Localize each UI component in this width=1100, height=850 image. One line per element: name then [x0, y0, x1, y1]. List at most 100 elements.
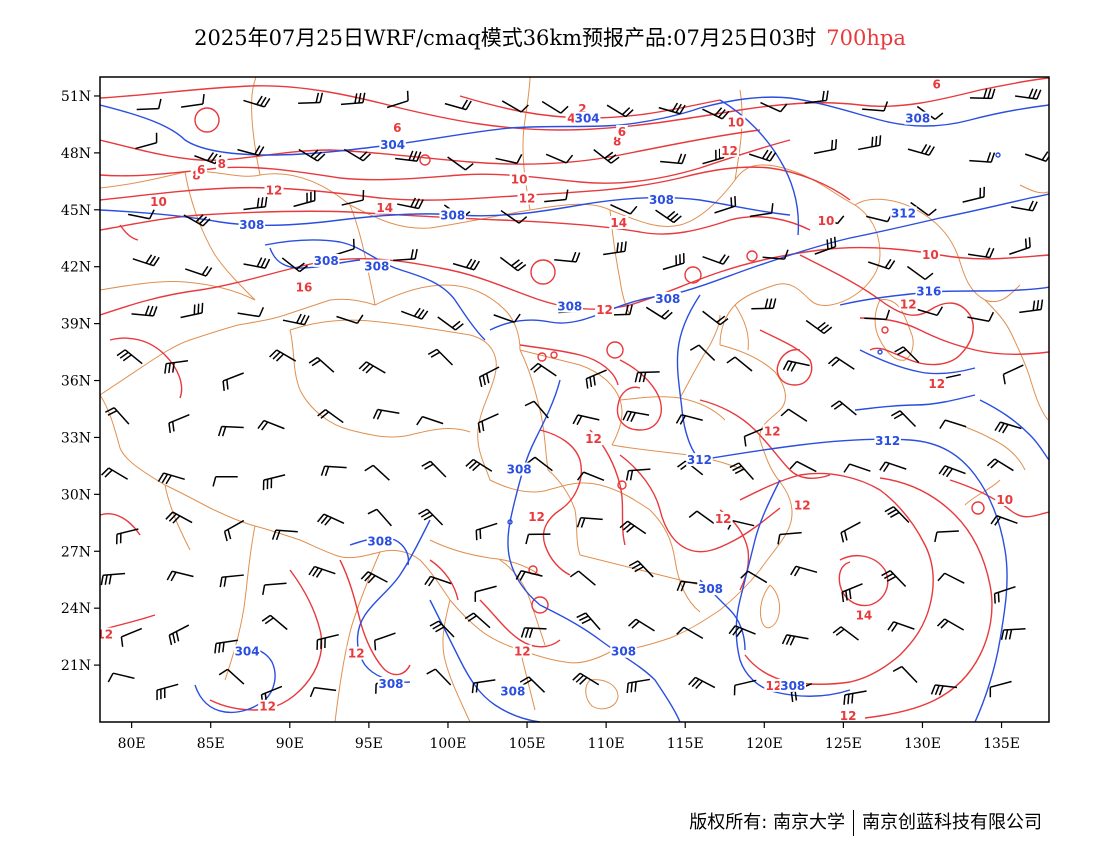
- wind-barb-feather: [626, 525, 635, 533]
- lat-label: 36N: [61, 374, 91, 390]
- wind-barb-feather: [660, 309, 670, 318]
- wind-barb-feather: [471, 683, 475, 694]
- wind-barb-feather: [524, 627, 530, 638]
- wind-barb-feather: [514, 261, 524, 269]
- wind-barb-feather: [569, 570, 579, 578]
- wind-barb-feather: [485, 373, 490, 384]
- wind-barb-feather: [782, 360, 789, 371]
- wind-barb: [544, 198, 567, 203]
- wind-barb-feather: [565, 189, 569, 200]
- contour-label-bg: [149, 195, 169, 209]
- contour-label-bg: [874, 434, 901, 448]
- wind-barb-feather: [622, 522, 632, 531]
- wind-barb: [237, 312, 260, 318]
- wind-barb-feather: [479, 528, 482, 540]
- wind-barb-feather: [426, 668, 436, 675]
- wind-barb: [545, 153, 567, 164]
- wind-barb-feather: [790, 362, 797, 372]
- lat-label: 51N: [61, 89, 91, 105]
- wind-barb-feather: [845, 590, 848, 601]
- wind-barb-feather: [843, 530, 848, 541]
- wind-barb-feather: [890, 410, 901, 417]
- wind-barb-feather: [560, 105, 569, 114]
- wind-barb: [314, 686, 337, 692]
- wind-barb-feather: [421, 460, 431, 467]
- wind-barb-feather: [120, 636, 124, 647]
- contour-label-bg: [505, 462, 533, 476]
- wind-barb-feather: [626, 682, 629, 694]
- wind-barb: [866, 215, 888, 223]
- contour-label: 308: [557, 299, 582, 313]
- wind-barb: [135, 142, 157, 150]
- wind-barb-feather: [528, 628, 534, 639]
- wind-barb-feather: [1004, 629, 1009, 640]
- wind-barb-feather: [148, 305, 154, 316]
- wind-barb: [698, 344, 716, 361]
- wind-barb-feather: [578, 615, 589, 622]
- wind-barb-feather: [516, 154, 523, 164]
- wind-barb-feather: [420, 511, 431, 518]
- contour-label-bg: [890, 206, 917, 220]
- wind-barb-feather: [428, 577, 435, 587]
- wind-barb-feather: [937, 572, 946, 582]
- wind-barb-feather: [308, 566, 316, 576]
- contour-label-bg: [816, 214, 836, 228]
- wind-barb-feather: [275, 353, 285, 362]
- wind-barb-feather: [884, 258, 892, 269]
- wind-barb-feather: [630, 412, 636, 422]
- wind-barb-feather: [769, 152, 777, 162]
- contour-label-bg: [595, 303, 615, 317]
- wind-barb-feather: [765, 150, 773, 161]
- wind-barb-feather: [732, 465, 742, 472]
- wind-barb-feather: [634, 566, 644, 573]
- wind-barb-feather: [358, 361, 367, 370]
- wind-barb-feather: [934, 532, 938, 543]
- wind-barb-feather: [451, 320, 461, 329]
- wind-barb-feather: [734, 196, 737, 207]
- wind-barb-feather: [478, 376, 483, 388]
- contour-label: 312: [875, 434, 900, 448]
- wind-barb-feather: [144, 305, 150, 316]
- wind-barb-feather: [934, 685, 940, 696]
- wind-barb-feather: [879, 135, 882, 146]
- wind-barb-feather: [631, 563, 642, 570]
- wind-barb-feather: [887, 621, 895, 631]
- wind-barb-feather: [260, 96, 267, 107]
- temperature-contours: [100, 77, 1049, 719]
- wind-barb-feather: [830, 400, 840, 408]
- contour-label: 12: [266, 184, 283, 198]
- wind-barb-feather: [679, 104, 686, 115]
- wind-barb-feather: [227, 529, 232, 540]
- contour-label: 2: [578, 102, 586, 116]
- contour-label-bg: [779, 678, 807, 692]
- wind-barb-feather: [519, 676, 530, 683]
- wind-barb: [788, 408, 808, 422]
- wind-barb-feather: [851, 693, 854, 704]
- wind-barb-feather: [365, 365, 374, 374]
- contour-label: 308: [364, 260, 389, 274]
- wind-barb-feather: [589, 377, 593, 388]
- contour-label: 12: [528, 510, 545, 524]
- wind-barb-feather: [892, 665, 903, 673]
- contour-label-bg: [565, 111, 578, 125]
- wind-barb-feather: [884, 506, 894, 513]
- wind-barb-feather: [168, 363, 171, 374]
- wind-barb-feather: [1036, 300, 1040, 311]
- wind-barb-feather: [832, 626, 842, 634]
- contour-label-bg: [517, 191, 537, 205]
- wind-barb-feather: [416, 151, 422, 162]
- wind-barb-feather: [940, 620, 949, 629]
- wind-barb-feather: [362, 153, 371, 162]
- contour-label: 10: [996, 493, 1013, 507]
- wind-barb-feather: [990, 152, 996, 163]
- wind-barb-feather: [671, 102, 679, 112]
- wind-barb-feather: [164, 363, 167, 374]
- wind-barb-feather: [157, 98, 162, 109]
- contour-label-bg: [509, 172, 529, 186]
- wind-barb-feather: [1028, 237, 1031, 248]
- latitude-labels: 51N 48N 45N 42N 39N 36N 33N 30N 27N 24N 21N: [61, 89, 91, 674]
- wind-barb-feather: [732, 626, 740, 636]
- lat-label: 42N: [61, 260, 91, 276]
- contour-label: 12: [519, 191, 536, 205]
- wind-barb-feather: [729, 462, 740, 469]
